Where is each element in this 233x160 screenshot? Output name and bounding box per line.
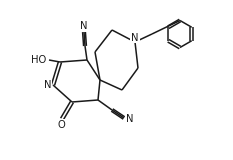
Text: N: N bbox=[126, 113, 134, 124]
Text: O: O bbox=[57, 120, 65, 129]
Text: N: N bbox=[44, 80, 51, 89]
Text: HO: HO bbox=[31, 55, 46, 64]
Text: N: N bbox=[80, 21, 88, 31]
Text: N: N bbox=[131, 32, 139, 43]
